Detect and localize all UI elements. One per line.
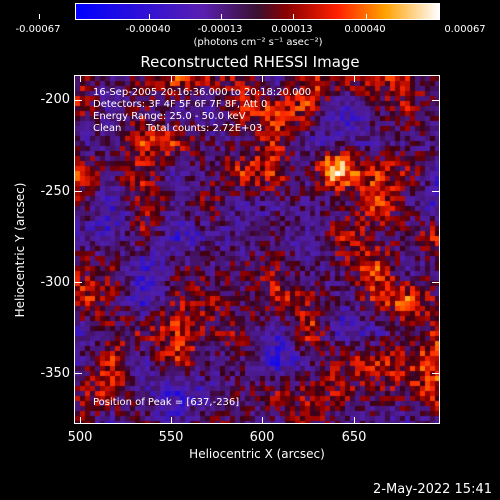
tick-mark (74, 282, 82, 283)
x-axis-label: Heliocentric X (arcsec) (189, 447, 325, 461)
detectors-text: Detectors: 3F 4F 5F 6F 7F 8F, Att 0 (93, 99, 268, 110)
colorbar-label-4: 0.00013 (271, 24, 313, 35)
total-counts-text: Total counts: 2.72E+03 (146, 123, 263, 134)
tick-mark (80, 417, 81, 424)
tick-mark (171, 417, 172, 424)
tick-mark (171, 75, 172, 82)
colorbar-label-3: -0.00013 (197, 24, 243, 35)
tick-mark (74, 373, 82, 374)
x-tick-label: 600 (249, 430, 275, 445)
time-range-text: 16-Sep-2005 20:16:36.000 to 20:18:20.000 (93, 87, 312, 98)
tick-mark (80, 75, 81, 82)
colorbar-tick (221, 14, 222, 19)
tick-mark (262, 75, 263, 82)
y-tick-label: -250 (40, 184, 70, 199)
plot-title: Reconstructed RHESSI Image (140, 53, 360, 71)
colorbar-tick (293, 14, 294, 19)
colorbar-label-1: -0.00067 (15, 24, 61, 35)
colorbar-label-2: -0.00040 (125, 24, 171, 35)
y-axis-label: Heliocentric Y (arcsec) (13, 182, 27, 318)
tick-mark (74, 191, 82, 192)
algorithm-text: Clean (93, 123, 122, 134)
tick-mark (432, 373, 440, 374)
colorbar-label-5: 0.00040 (344, 24, 386, 35)
x-tick-label: 650 (341, 430, 367, 445)
tick-mark (432, 282, 440, 283)
tick-mark (74, 100, 82, 101)
colorbar-units: (photons cm⁻² s⁻¹ asec⁻²) (193, 37, 323, 48)
tick-mark (354, 417, 355, 424)
x-tick-label: 500 (67, 430, 93, 445)
colorbar-tick (39, 14, 40, 19)
peak-position-text: Position of Peak = [637,-236] (93, 397, 240, 408)
tick-mark (432, 100, 440, 101)
tick-mark (432, 191, 440, 192)
y-tick-label: -350 (40, 366, 70, 381)
tick-mark (262, 417, 263, 424)
date-stamp: 2-May-2022 15:41 (373, 482, 492, 497)
colorbar-tick (149, 14, 150, 19)
energy-range-text: Energy Range: 25.0 - 50.0 keV (93, 111, 246, 122)
tick-mark (354, 75, 355, 82)
y-tick-label: -200 (40, 92, 70, 107)
solar-image: 16-Sep-2005 20:16:36.000 to 20:18:20.000… (74, 75, 440, 424)
x-tick-label: 550 (158, 430, 184, 445)
colorbar-label-6: 0.00067 (444, 24, 486, 35)
colorbar (39, 3, 440, 20)
colorbar-tick (366, 14, 367, 19)
y-tick-label: -300 (40, 275, 70, 290)
image-canvas (75, 76, 439, 423)
